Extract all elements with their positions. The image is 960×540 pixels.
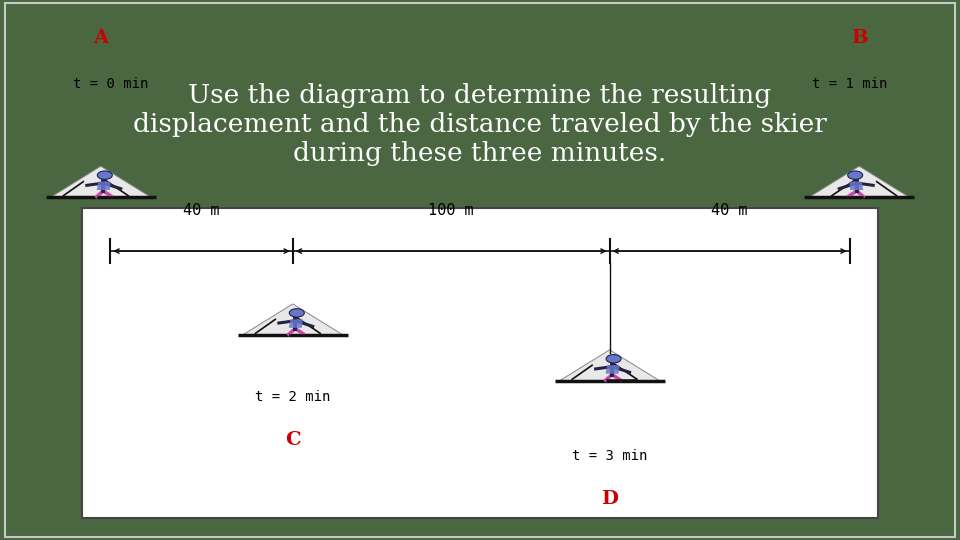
- Polygon shape: [606, 365, 619, 374]
- Circle shape: [97, 171, 112, 179]
- Circle shape: [848, 171, 863, 179]
- Polygon shape: [560, 350, 660, 381]
- Text: t = 1 min: t = 1 min: [812, 77, 887, 91]
- Polygon shape: [97, 181, 110, 190]
- Text: t = 2 min: t = 2 min: [255, 390, 330, 404]
- Polygon shape: [809, 166, 909, 197]
- Text: A: A: [93, 29, 108, 47]
- Polygon shape: [51, 166, 151, 197]
- Text: t = 3 min: t = 3 min: [572, 449, 647, 463]
- Text: B: B: [851, 29, 868, 47]
- Text: 100 m: 100 m: [428, 203, 474, 218]
- Text: D: D: [601, 490, 618, 509]
- Polygon shape: [243, 304, 343, 335]
- Bar: [82, 208, 878, 518]
- Polygon shape: [289, 319, 302, 328]
- Text: 40 m: 40 m: [183, 203, 220, 218]
- Text: C: C: [285, 431, 300, 449]
- Circle shape: [606, 355, 621, 363]
- Text: Use the diagram to determine the resulting
displacement and the distance travele: Use the diagram to determine the resulti…: [133, 83, 827, 166]
- Polygon shape: [850, 181, 863, 190]
- Circle shape: [289, 309, 304, 317]
- Text: t = 0 min: t = 0 min: [73, 77, 148, 91]
- Text: 40 m: 40 m: [711, 203, 748, 218]
